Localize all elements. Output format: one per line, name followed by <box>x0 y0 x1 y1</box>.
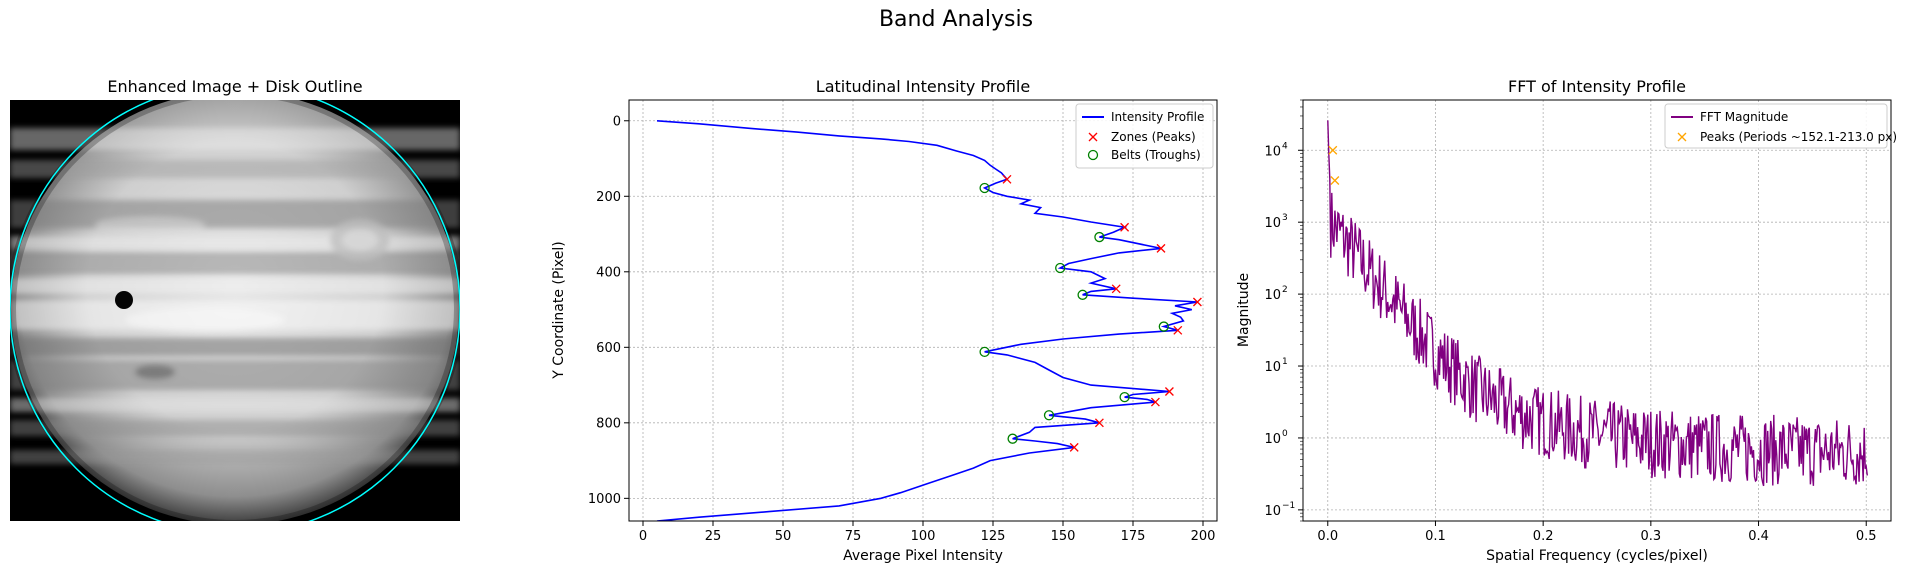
profile-panel: Latitudinal Intensity Profile 0 25 50 75 100… <box>551 77 1218 564</box>
fft-xlabel: Spatial Frequency (cycles/pixel) <box>1486 548 1708 564</box>
fft-peak-marker-0 <box>1328 145 1338 155</box>
fft-ytick-label-4: 10 <box>1264 216 1281 231</box>
zone-peak-marker-6 <box>1164 387 1174 396</box>
fft-ytick-exp-1: 0 <box>1282 429 1288 439</box>
image-panel-title: Enhanced Image + Disk Outline <box>107 77 362 96</box>
fft-ytick-exp-5: 4 <box>1282 141 1288 151</box>
profile-xtick-label-5: 125 <box>981 529 1006 544</box>
zone-peak-marker-3 <box>1111 284 1121 294</box>
fft-ytick-exp-2: 1 <box>1282 357 1288 367</box>
profile-xtick-label-4: 100 <box>911 529 936 544</box>
fft-xtick-label-3: 0.3 <box>1641 529 1662 544</box>
fft-ytick-label-3: 10 <box>1264 288 1281 303</box>
belt-trough-marker-3 <box>1077 289 1088 300</box>
moon-shadow <box>115 291 133 309</box>
profile-xtick-label-7: 175 <box>1121 529 1146 544</box>
zone-peak-marker-1 <box>1120 222 1130 232</box>
legend-profile-label: Intensity Profile <box>1111 110 1204 124</box>
zone-peak-marker-4 <box>1192 297 1202 307</box>
legend-peaks-swatch <box>1088 132 1098 142</box>
profile-ticks: 0 25 50 75 100 125 150 175 200 0 200 400 600 800 1000 <box>588 114 1216 544</box>
planet-disk <box>10 100 460 521</box>
belt-trough-marker-2 <box>1055 262 1066 274</box>
profile-ytick-label-3: 600 <box>596 341 621 356</box>
profile-ytick-label-2: 400 <box>596 265 621 280</box>
fft-xtick-label-2: 0.2 <box>1533 529 1554 544</box>
fft-ylabel: Magnitude <box>1236 273 1252 347</box>
belt-trough-marker-0 <box>979 182 990 194</box>
fft-peaks-markers <box>1328 145 1340 185</box>
belt-trough-marker-1 <box>1094 231 1105 243</box>
fft-axes-frame <box>1302 99 1892 522</box>
fft-ytick-label-0: 10 <box>1264 504 1281 519</box>
fft-legend: FFT Magnitude Peaks (Periods ~152.1-213.… <box>1664 103 1897 149</box>
belt-trough-marker-5 <box>979 346 990 357</box>
fft-ytick-exp-4: 3 <box>1282 213 1288 223</box>
zone-peak-marker-8 <box>1094 418 1104 428</box>
fft-ytick-exp-3: 2 <box>1282 285 1288 295</box>
figure-title: Band Analysis <box>879 7 1033 32</box>
profile-legend: Intensity Profile Zones (Peaks) Belts (T… <box>1075 103 1214 169</box>
zones-peaks-markers <box>1002 174 1202 452</box>
intensity-profile-line <box>656 120 1198 521</box>
fft-panel: FFT of Intensity Profile 0.0 0.1 0.2 0.3 0.4… <box>1236 77 1897 564</box>
profile-xtick-label-6: 150 <box>1051 529 1076 544</box>
profile-xtick-label-8: 200 <box>1191 529 1216 544</box>
zone-peak-marker-2 <box>1156 243 1166 253</box>
belt-trough-marker-7 <box>1043 410 1055 421</box>
legend-troughs-swatch <box>1087 149 1099 161</box>
fft-xtick-label-1: 0.1 <box>1425 529 1446 544</box>
profile-ytick-label-0: 0 <box>613 114 621 129</box>
legend-peaks-label: Zones (Peaks) <box>1111 130 1196 144</box>
belt-trough-marker-8 <box>1007 433 1018 444</box>
fft-title: FFT of Intensity Profile <box>1508 77 1686 96</box>
profile-xlabel: Average Pixel Intensity <box>843 548 1003 564</box>
zone-peak-marker-9 <box>1069 442 1079 452</box>
belt-trough-marker-6 <box>1119 392 1130 403</box>
profile-xtick-label-0: 0 <box>639 529 647 544</box>
legend-fft-peaks-label: Peaks (Periods ~152.1-213.0 px) <box>1700 130 1897 144</box>
fft-peak-marker-1 <box>1330 176 1340 185</box>
legend-fft-peaks-swatch <box>1677 132 1687 142</box>
zone-peak-marker-0 <box>1002 174 1012 184</box>
profile-title: Latitudinal Intensity Profile <box>816 77 1030 96</box>
fft-xtick-label-4: 0.4 <box>1748 529 1769 544</box>
legend-fft-label: FFT Magnitude <box>1700 110 1788 124</box>
profile-xtick-label-2: 50 <box>775 529 792 544</box>
fft-ytick-exp-0: −1 <box>1282 501 1295 511</box>
legend-troughs-label: Belts (Troughs) <box>1111 148 1201 162</box>
fft-magnitude-line <box>1327 120 1868 487</box>
fft-ytick-label-1: 10 <box>1264 432 1281 447</box>
profile-xtick-label-3: 75 <box>845 529 862 544</box>
profile-ylabel: Y Coordinate (Pixel) <box>551 241 567 380</box>
profile-ytick-label-1: 200 <box>596 190 621 205</box>
belt-trough-marker-4 <box>1158 321 1169 332</box>
belts-troughs-markers <box>979 182 1169 444</box>
profile-ytick-label-5: 1000 <box>588 492 621 507</box>
fft-xtick-label-5: 0.5 <box>1856 529 1877 544</box>
fft-ytick-label-2: 10 <box>1264 360 1281 375</box>
zone-peak-marker-7 <box>1150 397 1160 407</box>
profile-xtick-label-1: 25 <box>705 529 722 544</box>
fft-xtick-label-0: 0.0 <box>1317 529 1338 544</box>
fft-ytick-label-5: 10 <box>1264 144 1281 159</box>
fft-grid <box>1303 100 1891 521</box>
image-panel: Enhanced Image + Disk Outline <box>10 77 460 521</box>
profile-ytick-label-4: 800 <box>596 416 621 431</box>
zone-peak-marker-5 <box>1173 325 1183 335</box>
